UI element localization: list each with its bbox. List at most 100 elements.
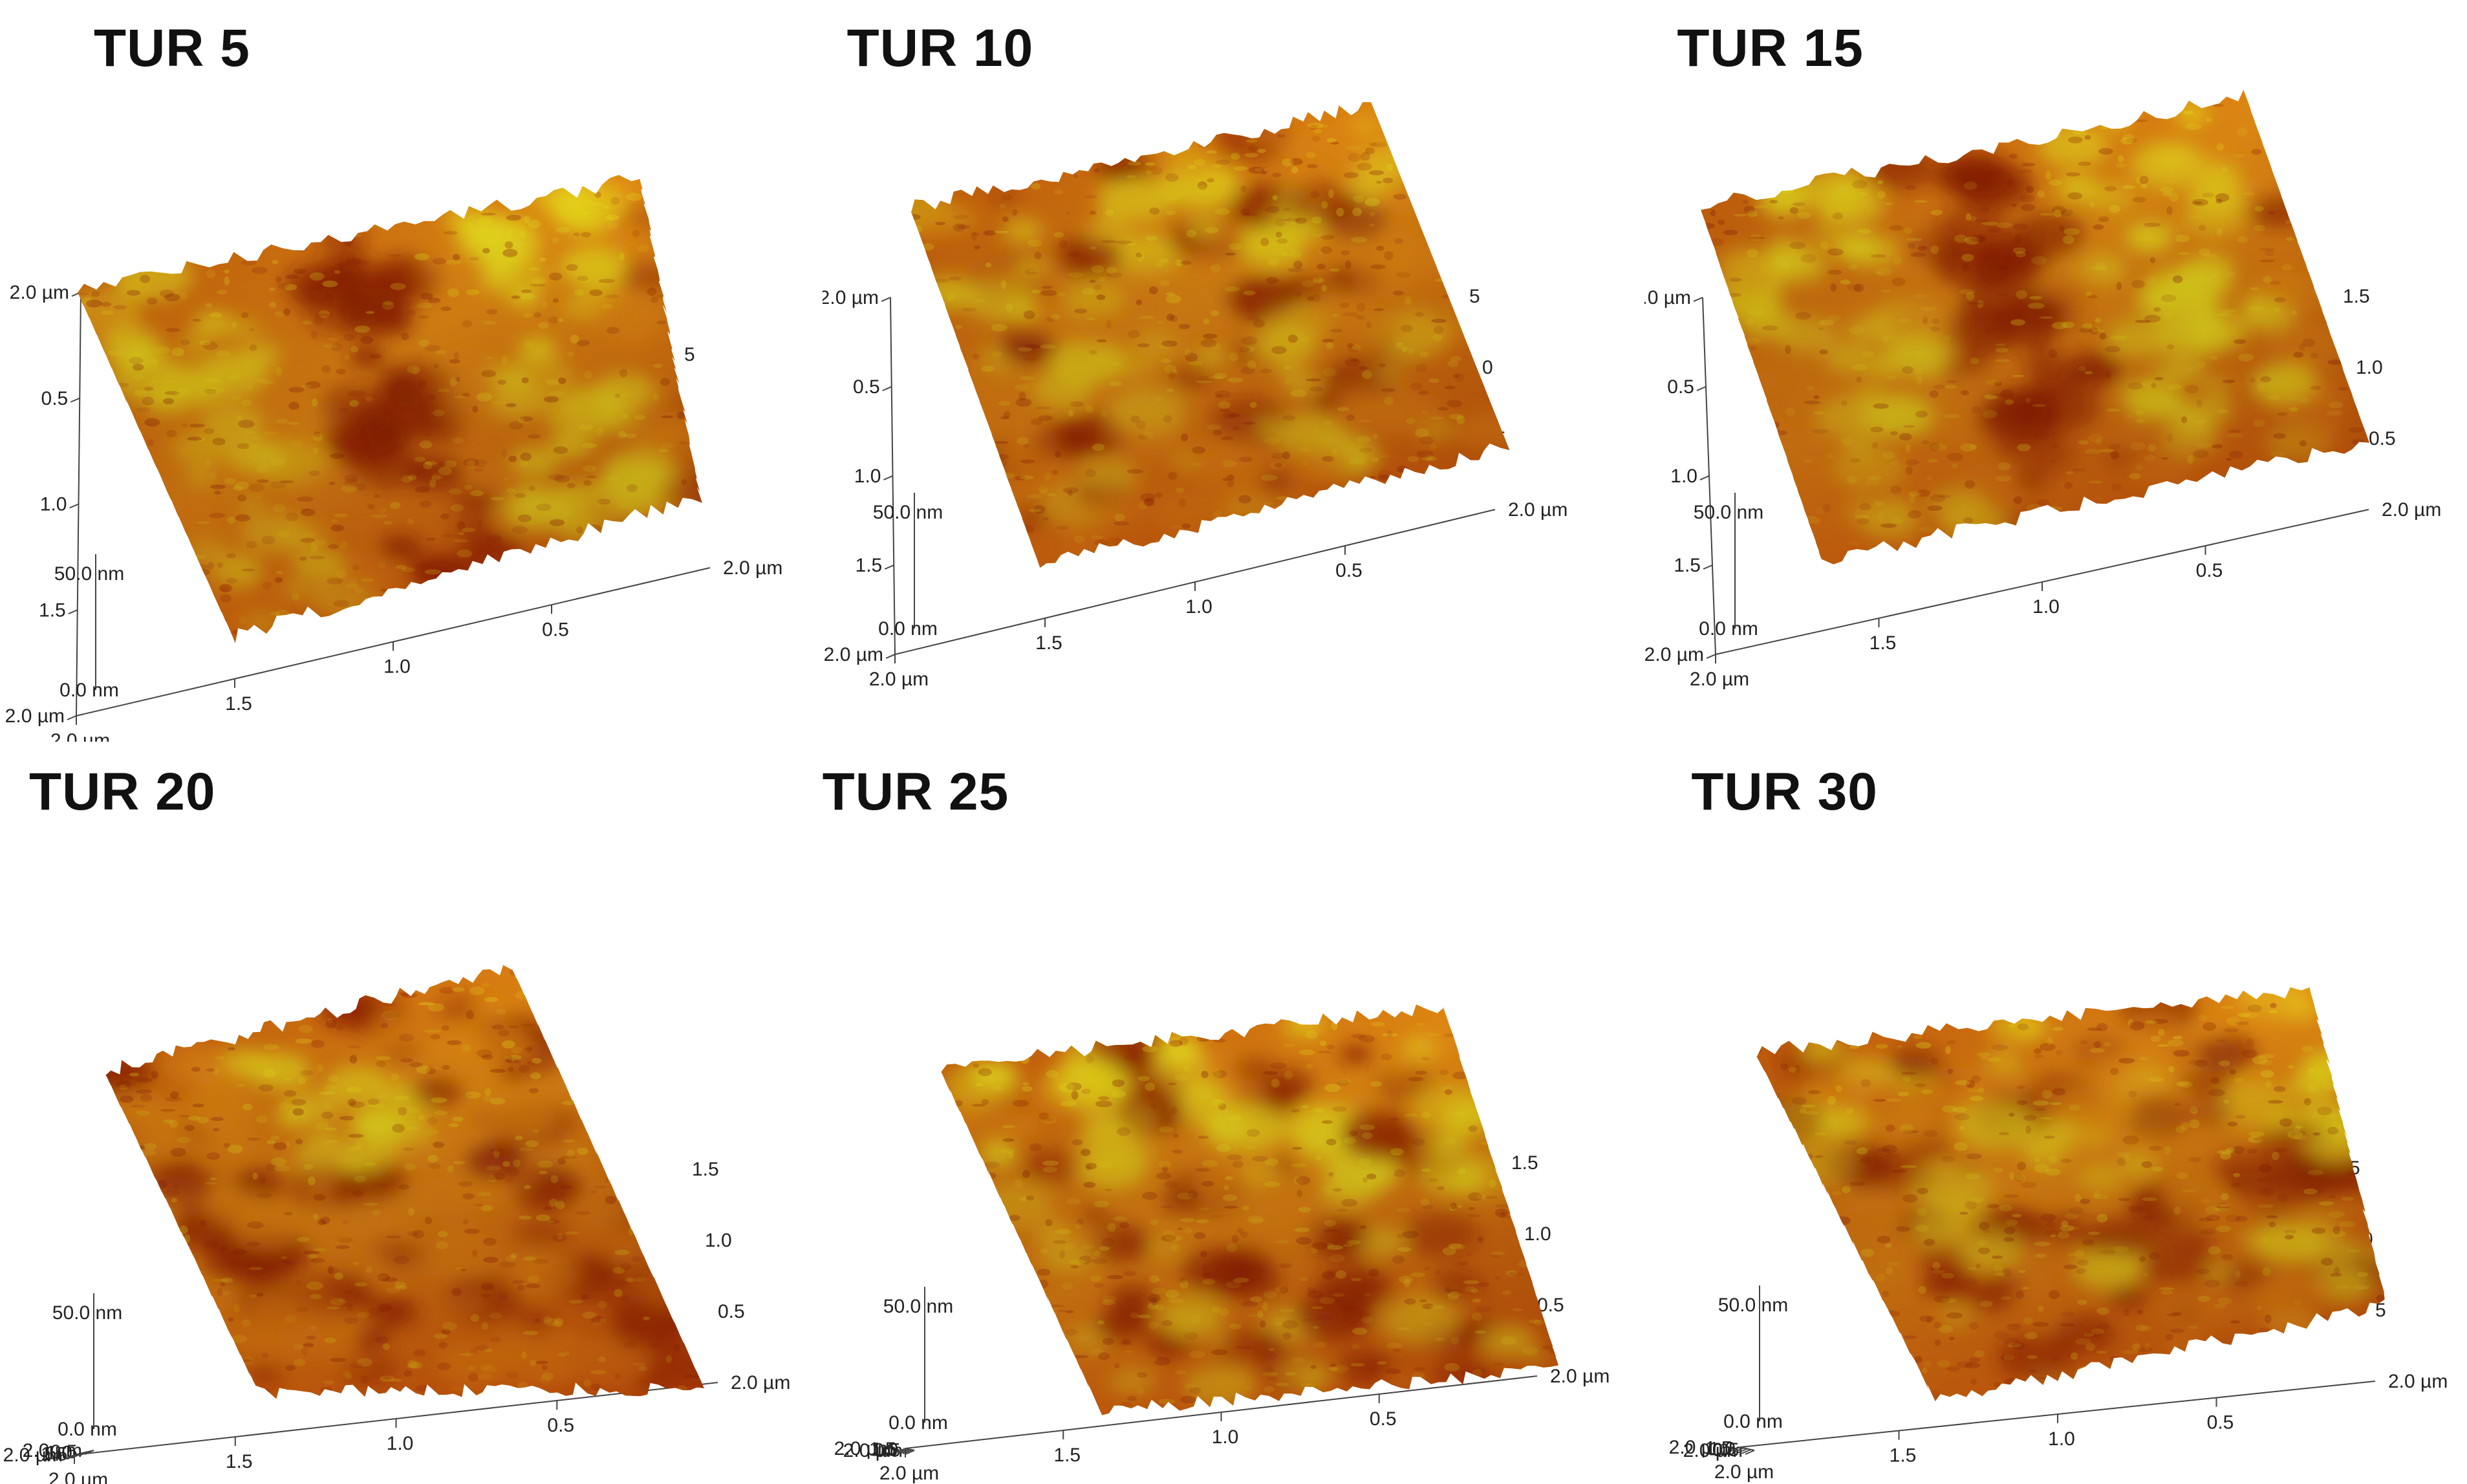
x-tick-label: 1.5 [1053, 1445, 1081, 1466]
x-tick-label: 1.0 [2032, 596, 2060, 618]
surface-height-map [940, 1004, 1558, 1415]
right-tick-label: 1.0 [2356, 357, 2383, 378]
afm-surface-plot: 2.0 µm0.51.01.52.0 µm2.0 µm1.51.00.52.0 … [834, 1004, 1610, 1484]
y-tick-label: 2.0 µm [1644, 287, 1691, 308]
y-tick-label: 0.5 [873, 1439, 900, 1461]
x-tick-label: 1.0 [1211, 1426, 1238, 1448]
panel-title: TUR 10 [846, 19, 1034, 78]
y-tick-label: 2.0 µm [3, 1445, 63, 1466]
z-max-label: 50.0 nm [52, 1302, 122, 1324]
panel-title: TUR 25 [822, 762, 1009, 821]
x-tick-label: 2.0 µm [50, 730, 110, 742]
z-max-label: 50.0 nm [54, 563, 124, 585]
panel-title: TUR 15 [1677, 19, 1864, 78]
afm-surface-plot: 2.0 µm0.51.01.52.0 µm2.0 µm1.51.00.52.0 … [5, 175, 783, 742]
z-min-label: 0.0 nm [1723, 1411, 1783, 1432]
x-tick-label: 0.5 [2207, 1412, 2234, 1433]
axis-frame: 2.0 µm0.51.01.52.0 µm2.0 µm1.51.00.52.0 … [834, 1152, 1610, 1484]
x-tick-label: 0.5 [547, 1415, 574, 1436]
x-tick-label: 0.5 [2196, 560, 2223, 581]
y-tick-label: 1.0 [1671, 466, 1698, 487]
surface-height-map [105, 964, 705, 1399]
y-tick-label: 0.5 [50, 1441, 78, 1462]
z-min-label: 0.0 nm [878, 618, 938, 640]
y-tick-label: 2.0 µm [10, 282, 69, 303]
y-tick-label: 1.0 [871, 1439, 898, 1460]
right-tick-label: 0.5 [2369, 428, 2396, 449]
z-min-label: 0.0 nm [58, 1419, 117, 1440]
x-tick-label: 1.5 [1869, 632, 1897, 654]
z-max-label: 50.0 nm [1718, 1295, 1788, 1316]
x-tick-label: 1.0 [383, 656, 411, 678]
surface-height-map [76, 175, 702, 643]
right-tick-label: 2.0 µm [1550, 1366, 1610, 1387]
x-tick-label: 2.0 µm [1714, 1461, 1774, 1483]
x-tick-label: 0.5 [1370, 1408, 1397, 1430]
afm-panel-tur20: TUR 20 2.0 µm 0.5 1.0 1.5 2.0 µm 2.0 µm 1.5 1.0… [0, 742, 823, 1484]
right-tick-label: 0 [1482, 357, 1493, 378]
afm-surface-plot: 2.0 µm0.51.01.52.0 µm2.0 µm1.51.00.52.0 … [823, 102, 1567, 690]
right-tick-label: 1.0 [1524, 1223, 1551, 1245]
right-tick-label: 5 [2375, 1300, 2386, 1321]
z-max-label: 50.0 nm [883, 1296, 953, 1317]
x-tick-label: 1.5 [226, 1451, 253, 1472]
right-tick-label: 1.5 [1511, 1152, 1538, 1174]
x-tick-label: 1.0 [2048, 1428, 2075, 1450]
afm-surface-plot: 2.0 µm0.51.01.52.0 µm2.0 µm1.51.00.52.0 … [1644, 89, 2442, 690]
x-tick-label: 0.5 [1335, 560, 1363, 581]
y-tick-label: 1.0 [854, 466, 881, 487]
afm-surface-plot: 2.0 µm0.51.01.52.0 µm2.0 µm1.51.00.52.0 … [1669, 987, 2448, 1483]
surface-height-map [1756, 987, 2386, 1401]
right-tick-label: 2.0 µm [723, 557, 782, 579]
axis-frame: 2.0 µm0.51.01.52.0 µm2.0 µm1.51.00.52.0 … [5, 282, 783, 742]
right-tick-label: 0.5 [718, 1301, 745, 1322]
y-tick-label: 1.5 [868, 1438, 896, 1459]
z-max-label: 50.0 nm [1694, 502, 1763, 523]
y-tick-label: 1.5 [855, 555, 882, 576]
right-tick-label: 2.0 µm [2388, 1371, 2448, 1392]
y-tick-label: 1.0 [45, 1442, 72, 1463]
y-tick-label: 2.0 µm [834, 1438, 893, 1459]
z-min-label: 0.0 nm [1699, 618, 1758, 640]
surface-height-map [1700, 89, 2370, 565]
axis-frame: 2.0 µm0.51.01.52.0 µm2.0 µm1.51.00.52.0 … [1669, 1157, 2448, 1483]
y-tick-label: 1.0 [40, 494, 67, 515]
afm-panel-tur5: TUR 5 2.0 µm 0.5 1.0 1.5 2.0 µm 2.0 µm 1.5 1.0 0… [0, 0, 823, 742]
afm-panel-tur30: TUR 30 2.0 µm 0.5 1.0 1.5 2.0 µm 2.0 µm 1.5 1.0… [1644, 742, 2467, 1484]
y-tick-label: 2.0 µm [1644, 644, 1704, 665]
y-tick-label: 2.0 µm [823, 644, 883, 665]
axis-frame: 2.0 µm0.51.01.52.0 µm2.0 µm1.51.00.52.0 … [1644, 286, 2441, 690]
afm-panel-tur10: TUR 10 2.0 µm 0.5 1.0 1.5 2.0 µm 2.0 µm 1.5 1.0… [823, 0, 1645, 742]
surface-height-map [909, 102, 1510, 568]
y-tick-label: 2.0 µm [5, 705, 65, 727]
axis-frame: 2.0 µm0.51.01.52.0 µm2.0 µm1.51.00.52.0 … [3, 1159, 791, 1484]
z-min-label: 0.0 nm [889, 1412, 948, 1434]
x-tick-label: 2.0 µm [48, 1469, 108, 1484]
right-tick-label: 2.0 µm [1508, 499, 1567, 521]
panel-title: TUR 5 [94, 19, 250, 78]
y-tick-label: 2.0 µm [823, 287, 879, 308]
y-tick-label: 0.5 [41, 388, 69, 409]
right-tick-label: 1.0 [705, 1230, 732, 1251]
x-tick-label: 1.5 [1035, 632, 1062, 654]
panel-title: TUR 20 [29, 762, 216, 821]
x-tick-label: 2.0 µm [868, 669, 928, 690]
z-max-label: 50.0 nm [872, 502, 942, 523]
y-tick-label: 2.0 µm [1669, 1437, 1729, 1458]
afm-surface-plot: 2.0 µm0.51.01.52.0 µm2.0 µm1.51.00.52.0 … [3, 964, 791, 1484]
y-tick-label: 1.5 [1705, 1437, 1732, 1459]
panel-title: TUR 30 [1691, 762, 1878, 821]
y-tick-label: 1.5 [1674, 555, 1701, 576]
y-tick-label: 2.0 µm [23, 1440, 82, 1461]
y-tick-label: 0.5 [1668, 376, 1695, 398]
z-min-label: 0.0 nm [59, 680, 119, 701]
y-tick-label: 1.0 [1709, 1438, 1736, 1459]
x-tick-label: 1.0 [387, 1433, 414, 1454]
afm-panel-tur25: TUR 25 2.0 µm 0.5 1.0 1.5 2.0 µm 2.0 µm 1.5 1.0… [823, 742, 1645, 1484]
x-tick-label: 0.5 [542, 619, 569, 640]
right-tick-label: 1.5 [2343, 286, 2370, 307]
afm-panel-tur15: TUR 15 2.0 µm 0.5 1.0 1.5 2.0 µm 2.0 µm 1.5 1.0… [1644, 0, 2467, 742]
x-tick-label: 1.5 [1890, 1445, 1917, 1466]
right-tick-label: 5 [1469, 286, 1480, 307]
y-tick-label: 1.5 [41, 1443, 68, 1465]
